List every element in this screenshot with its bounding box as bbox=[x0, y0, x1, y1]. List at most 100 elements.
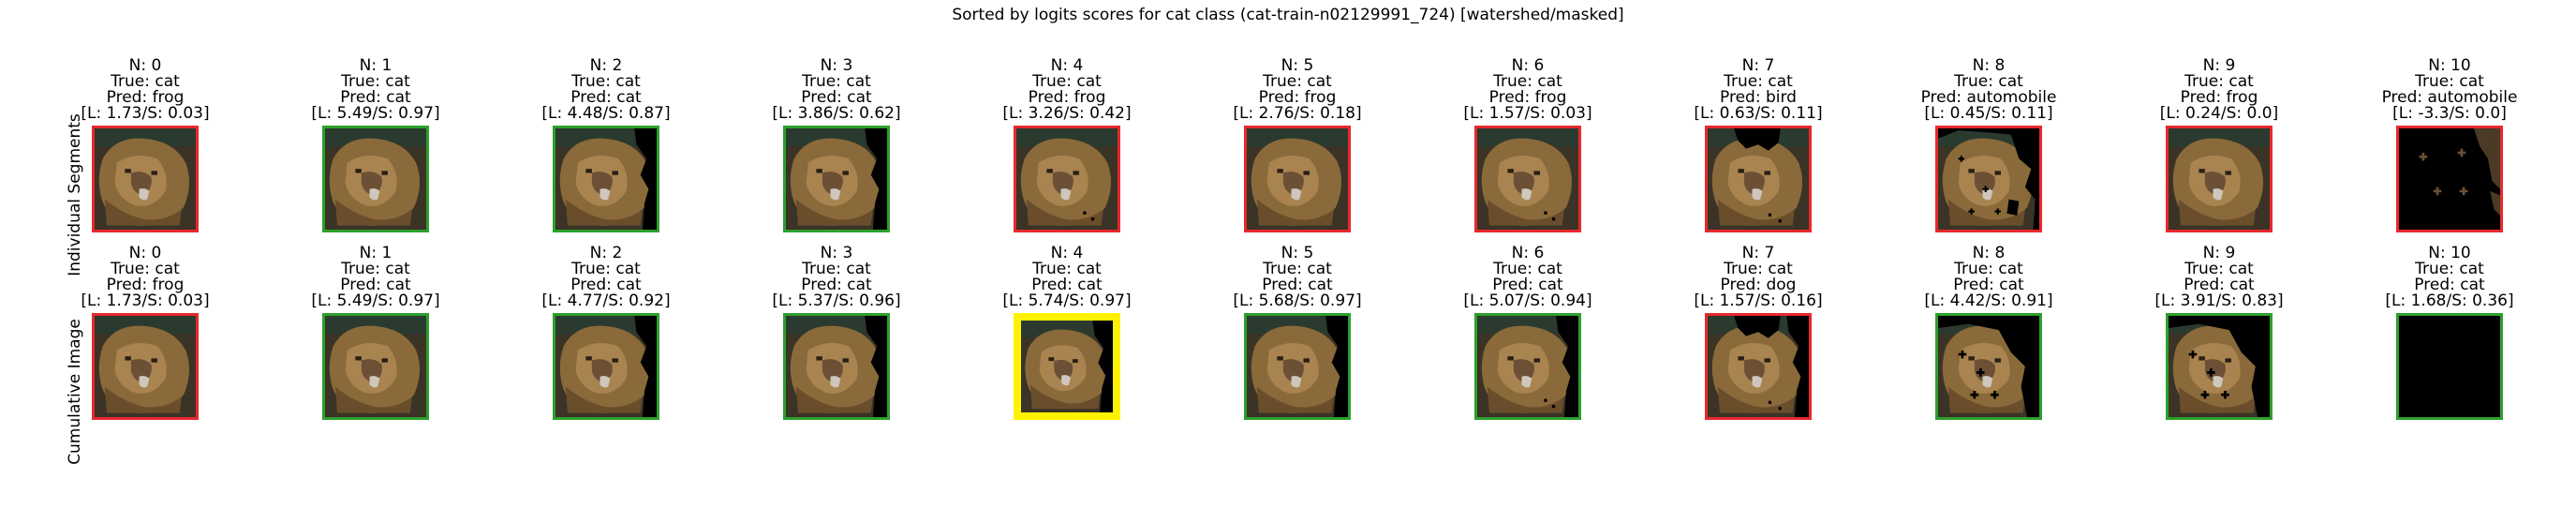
score-label: [L: 1.73/S: 0.03] bbox=[81, 291, 210, 310]
panel-index: N: 8 bbox=[1972, 56, 2006, 75]
panel-caption: N: 5 True: cat Pred: frog [L: 2.76/S: 0.18] bbox=[1176, 58, 1419, 122]
panel-caption: N: 9 True: cat Pred: frog [L: 0.24/S: 0.0] bbox=[2097, 58, 2341, 122]
lion-image bbox=[1477, 128, 1578, 230]
true-label: True: cat bbox=[341, 260, 410, 278]
pred-label: Pred: frog bbox=[1258, 88, 1337, 107]
panel-index: N: 1 bbox=[359, 56, 392, 75]
true-label: True: cat bbox=[1724, 260, 1793, 278]
panel-caption: N: 4 True: cat Pred: frog [L: 3.26/S: 0.42] bbox=[945, 58, 1189, 122]
true-label: True: cat bbox=[1263, 260, 1332, 278]
true-label: True: cat bbox=[111, 260, 180, 278]
pred-label: Pred: cat bbox=[2184, 276, 2255, 294]
panel-index: N: 6 bbox=[1511, 56, 1545, 75]
score-label: [L: 0.24/S: 0.0] bbox=[2159, 104, 2279, 123]
image-frame-correct bbox=[2396, 313, 2503, 420]
score-label: [L: 5.49/S: 0.97] bbox=[311, 291, 440, 310]
image-frame-correct bbox=[553, 313, 659, 420]
image-frame-correct bbox=[1244, 313, 1351, 420]
pred-label: Pred: cat bbox=[2414, 276, 2485, 294]
score-label: [L: 0.45/S: 0.11] bbox=[1924, 104, 2053, 123]
lion-image bbox=[2399, 316, 2500, 417]
score-label: [L: 5.74/S: 0.97] bbox=[1002, 291, 1132, 310]
panel-caption: N: 10 True: cat Pred: automobile [L: -3.3/S… bbox=[2328, 58, 2571, 122]
score-label: [L: 1.68/S: 0.36] bbox=[2385, 291, 2514, 310]
panel-index: N: 5 bbox=[1281, 56, 1314, 75]
panel-caption: N: 0 True: cat Pred: frog [L: 1.73/S: 0.03] bbox=[23, 58, 267, 122]
score-label: [L: 5.68/S: 0.97] bbox=[1233, 291, 1362, 310]
cumulative-image-panel: N: 9 True: cat Pred: cat [L: 3.91/S: 0.83] bbox=[2125, 246, 2313, 452]
individual-segments-panel: N: 10 True: cat Pred: automobile [L: -3.3/S… bbox=[2356, 58, 2543, 264]
score-label: [L: 4.42/S: 0.91] bbox=[1924, 291, 2053, 310]
individual-segments-panel: N: 9 True: cat Pred: frog [L: 0.24/S: 0.0] bbox=[2125, 58, 2313, 264]
lion-image bbox=[1016, 128, 1118, 230]
true-label: True: cat bbox=[341, 72, 410, 91]
image-frame-incorrect bbox=[2396, 126, 2503, 232]
individual-segments-panel: N: 7 True: cat Pred: bird [L: 0.63/S: 0.11] bbox=[1665, 58, 1852, 264]
cumulative-image-panel: N: 6 True: cat Pred: cat [L: 5.07/S: 0.94] bbox=[1434, 246, 1621, 452]
image-frame-correct bbox=[1474, 313, 1581, 420]
panel-caption: N: 5 True: cat Pred: cat [L: 5.68/S: 0.97] bbox=[1176, 246, 1419, 309]
cumulative-image-panel: N: 3 True: cat Pred: cat [L: 5.37/S: 0.96] bbox=[743, 246, 930, 452]
pred-label: Pred: cat bbox=[1492, 276, 1563, 294]
true-label: True: cat bbox=[1493, 72, 1562, 91]
cumulative-image-panel: N: 5 True: cat Pred: cat [L: 5.68/S: 0.97] bbox=[1204, 246, 1391, 452]
score-label: [L: 5.37/S: 0.96] bbox=[772, 291, 901, 310]
panel-caption: N: 3 True: cat Pred: cat [L: 3.86/S: 0.62] bbox=[715, 58, 958, 122]
true-label: True: cat bbox=[571, 72, 641, 91]
lion-image bbox=[1938, 316, 2039, 417]
image-frame-incorrect bbox=[1705, 313, 1812, 420]
panel-caption: N: 0 True: cat Pred: frog [L: 1.73/S: 0.03] bbox=[23, 246, 267, 309]
score-label: [L: 1.73/S: 0.03] bbox=[81, 104, 210, 123]
pred-label: Pred: cat bbox=[570, 276, 642, 294]
true-label: True: cat bbox=[802, 260, 871, 278]
pred-label: Pred: cat bbox=[801, 88, 872, 107]
image-frame-correct bbox=[322, 126, 429, 232]
panel-index: N: 7 bbox=[1741, 56, 1775, 75]
cumulative-image-panel: N: 2 True: cat Pred: cat [L: 4.77/S: 0.92] bbox=[512, 246, 700, 452]
panel-index: N: 9 bbox=[2202, 244, 2236, 262]
panel-index: N: 8 bbox=[1972, 244, 2006, 262]
image-frame-incorrect bbox=[2166, 126, 2273, 232]
image-frame-incorrect bbox=[1244, 126, 1351, 232]
panel-caption: N: 9 True: cat Pred: cat [L: 3.91/S: 0.83] bbox=[2097, 246, 2341, 309]
image-frame-correct bbox=[783, 313, 890, 420]
lion-image bbox=[1708, 316, 1809, 417]
image-frame-incorrect bbox=[92, 126, 199, 232]
cumulative-image-panel: N: 10 True: cat Pred: cat [L: 1.68/S: 0.36] bbox=[2356, 246, 2543, 452]
panel-index: N: 10 bbox=[2428, 244, 2471, 262]
lion-image bbox=[1247, 128, 1348, 230]
individual-segments-panel: N: 4 True: cat Pred: frog [L: 3.26/S: 0.42] bbox=[973, 58, 1161, 264]
score-label: [L: 5.49/S: 0.97] bbox=[311, 104, 440, 123]
panel-caption: N: 6 True: cat Pred: frog [L: 1.57/S: 0.03] bbox=[1406, 58, 1650, 122]
panel-caption: N: 3 True: cat Pred: cat [L: 5.37/S: 0.96] bbox=[715, 246, 958, 309]
image-frame-incorrect bbox=[1935, 126, 2042, 232]
score-label: [L: 1.57/S: 0.16] bbox=[1694, 291, 1823, 310]
pred-label: Pred: frog bbox=[106, 276, 185, 294]
image-frame-incorrect bbox=[1014, 126, 1120, 232]
panel-index: N: 3 bbox=[820, 244, 853, 262]
panel-caption: N: 1 True: cat Pred: cat [L: 5.49/S: 0.97] bbox=[254, 246, 497, 309]
panel-index: N: 10 bbox=[2428, 56, 2471, 75]
true-label: True: cat bbox=[2415, 72, 2484, 91]
panel-index: N: 9 bbox=[2202, 56, 2236, 75]
true-label: True: cat bbox=[1954, 72, 2023, 91]
panel-caption: N: 7 True: cat Pred: bird [L: 0.63/S: 0.11] bbox=[1636, 58, 1880, 122]
cumulative-image-panel: N: 0 True: cat Pred: frog [L: 1.73/S: 0.03] bbox=[52, 246, 239, 452]
panel-caption: N: 10 True: cat Pred: cat [L: 1.68/S: 0.36] bbox=[2328, 246, 2571, 309]
panel-index: N: 4 bbox=[1050, 244, 1084, 262]
true-label: True: cat bbox=[1032, 72, 1102, 91]
score-label: [L: 3.86/S: 0.62] bbox=[772, 104, 901, 123]
score-label: [L: 3.26/S: 0.42] bbox=[1002, 104, 1132, 123]
lion-image bbox=[325, 316, 426, 417]
score-label: [L: 3.91/S: 0.83] bbox=[2154, 291, 2284, 310]
lion-image bbox=[1247, 316, 1348, 417]
score-label: [L: 0.63/S: 0.11] bbox=[1694, 104, 1823, 123]
pred-label: Pred: cat bbox=[1953, 276, 2024, 294]
panel-index: N: 3 bbox=[820, 56, 853, 75]
true-label: True: cat bbox=[571, 260, 641, 278]
panel-index: N: 2 bbox=[589, 244, 623, 262]
individual-segments-panel: N: 6 True: cat Pred: frog [L: 1.57/S: 0.03] bbox=[1434, 58, 1621, 264]
pred-label: Pred: frog bbox=[2180, 88, 2258, 107]
lion-image bbox=[1477, 316, 1578, 417]
lion-image bbox=[2169, 128, 2270, 230]
